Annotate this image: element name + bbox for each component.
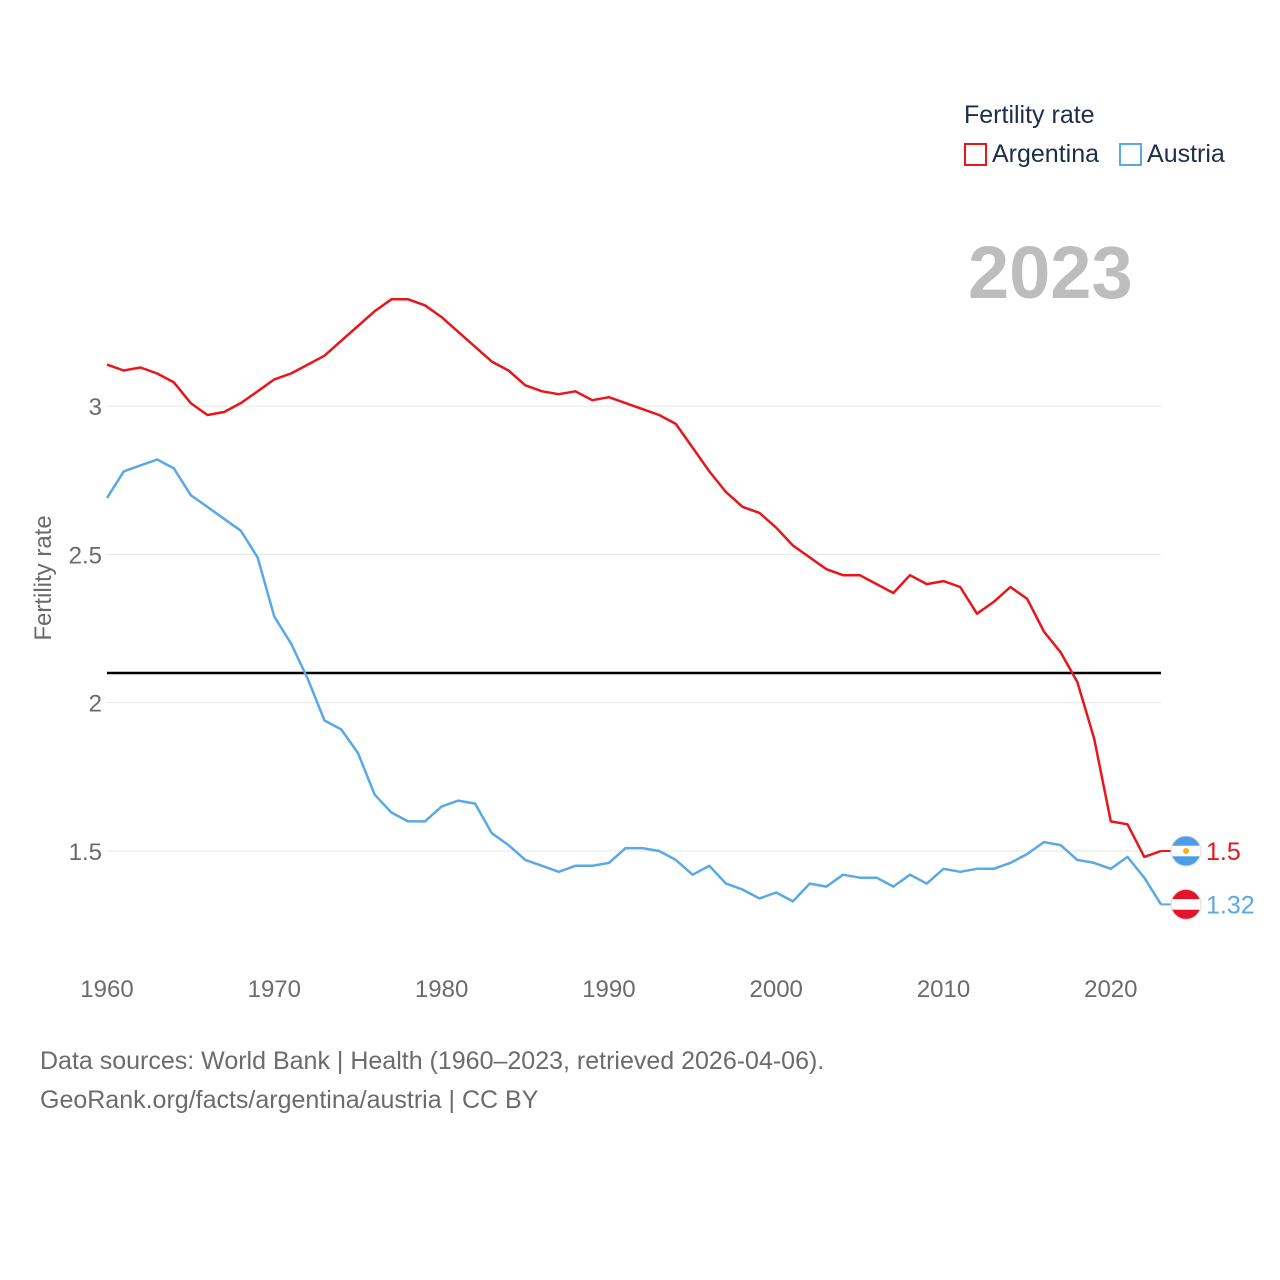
y-axis-ticks: 1.5 2 2.5 3 xyxy=(69,394,102,866)
x-tick-label: 2000 xyxy=(750,976,803,1003)
series-line-austria xyxy=(105,458,1163,906)
source-note: Data sources: World Bank | Health (1960–… xyxy=(40,1042,824,1120)
y-tick-label: 3 xyxy=(89,394,102,421)
x-tick-label: 2020 xyxy=(1084,976,1137,1003)
legend-swatch-argentina xyxy=(964,143,987,166)
x-tick-label: 1980 xyxy=(415,976,468,1003)
legend-label-austria: Austria xyxy=(1147,140,1225,168)
x-axis-ticks: 1960 1970 1980 1990 2000 2010 2020 xyxy=(80,976,1137,1003)
legend-item-argentina[interactable]: Argentina xyxy=(964,140,1099,169)
series-line-argentina xyxy=(106,298,1162,859)
end-labels: 1.5 1.32 xyxy=(1161,835,1255,920)
x-tick-label: 1960 xyxy=(80,976,133,1003)
x-tick-label: 1970 xyxy=(248,976,301,1003)
y-axis-label: Fertility rate xyxy=(30,515,57,640)
source-line-2[interactable]: GeoRank.org/facts/argentina/austria | CC… xyxy=(40,1086,539,1114)
legend-label-argentina: Argentina xyxy=(992,140,1100,168)
legend-swatch-austria xyxy=(1119,143,1143,166)
legend-item-austria[interactable]: Austria xyxy=(1119,140,1225,169)
argentina-flag-icon xyxy=(1170,835,1202,867)
end-value-label-austria: 1.32 xyxy=(1206,891,1255,919)
x-tick-label: 2010 xyxy=(917,976,970,1003)
legend-title: Fertility rate xyxy=(964,101,1095,129)
austria-flag-icon xyxy=(1170,888,1202,920)
legend: Fertility rate Argentina Austria xyxy=(964,100,1225,169)
y-tick-label: 1.5 xyxy=(69,839,102,866)
y-tick-label: 2 xyxy=(89,691,102,718)
end-value-label-argentina: 1.5 xyxy=(1206,838,1241,866)
y-tick-label: 2.5 xyxy=(69,542,102,569)
x-tick-label: 1990 xyxy=(582,976,635,1003)
gridlines xyxy=(107,405,1161,852)
series xyxy=(105,298,1163,906)
current-year-label: 2023 xyxy=(968,231,1133,314)
source-line-1: Data sources: World Bank | Health (1960–… xyxy=(40,1047,825,1075)
